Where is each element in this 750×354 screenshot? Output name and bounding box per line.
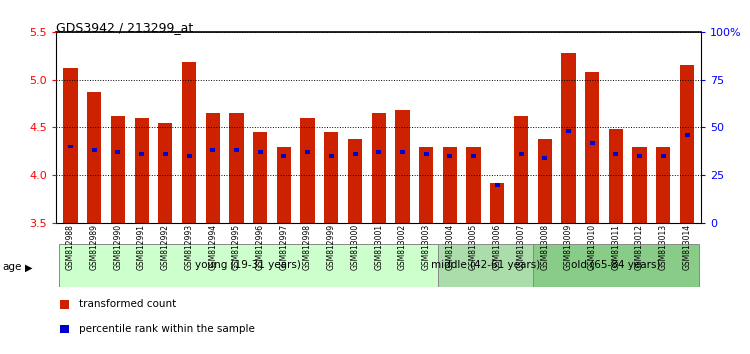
Bar (281, 154, 286, 158)
Text: GSM812995: GSM812995 (232, 224, 241, 270)
Text: GSM812999: GSM812999 (327, 224, 336, 270)
Bar (495, 183, 500, 187)
Bar (68, 145, 73, 148)
Bar (538, 139, 552, 223)
Bar (542, 156, 548, 160)
Bar (253, 132, 267, 223)
Text: GSM813012: GSM813012 (635, 224, 644, 270)
Text: GDS3942 / 213299_at: GDS3942 / 213299_at (56, 21, 194, 34)
Bar (187, 154, 191, 158)
Bar (590, 141, 595, 145)
Bar (134, 118, 148, 223)
Bar (116, 150, 121, 154)
Bar (58, 244, 438, 287)
Text: GSM812994: GSM812994 (209, 224, 218, 270)
Text: GSM812991: GSM812991 (137, 224, 146, 270)
Text: GSM813002: GSM813002 (398, 224, 407, 270)
Text: GSM813003: GSM813003 (422, 224, 430, 270)
Text: GSM813001: GSM813001 (374, 224, 383, 270)
Text: GSM813009: GSM813009 (564, 224, 573, 270)
Bar (182, 62, 196, 223)
Bar (63, 68, 77, 223)
Text: GSM812990: GSM812990 (113, 224, 122, 270)
Bar (158, 123, 172, 223)
Bar (614, 152, 618, 156)
Bar (301, 118, 315, 223)
Bar (656, 147, 670, 223)
Bar (514, 116, 528, 223)
Bar (230, 113, 244, 223)
Bar (376, 150, 381, 154)
Bar (163, 152, 168, 156)
Text: GSM812989: GSM812989 (90, 224, 99, 270)
Bar (466, 147, 481, 223)
Bar (438, 244, 533, 287)
Text: GSM813000: GSM813000 (350, 224, 359, 270)
Text: age: age (2, 262, 22, 272)
Bar (561, 53, 575, 223)
Bar (585, 72, 599, 223)
Bar (258, 150, 262, 154)
Bar (471, 154, 476, 158)
Text: GSM813008: GSM813008 (540, 224, 549, 270)
Bar (442, 147, 457, 223)
Text: GSM813006: GSM813006 (493, 224, 502, 270)
Bar (328, 154, 334, 158)
Text: GSM813005: GSM813005 (469, 224, 478, 270)
Text: young (19-31 years): young (19-31 years) (196, 261, 302, 270)
Text: old (65-84 years): old (65-84 years) (572, 261, 661, 270)
Text: GSM812988: GSM812988 (66, 224, 75, 270)
Bar (305, 150, 310, 154)
Text: GSM813014: GSM813014 (682, 224, 692, 270)
Bar (400, 150, 405, 154)
Bar (277, 147, 291, 223)
Bar (234, 148, 239, 152)
Bar (661, 154, 666, 158)
Bar (87, 92, 101, 223)
Bar (566, 129, 571, 133)
Bar (372, 113, 386, 223)
Bar (609, 129, 623, 223)
Bar (111, 116, 125, 223)
Text: GSM813010: GSM813010 (588, 224, 597, 270)
Text: GSM812992: GSM812992 (160, 224, 170, 270)
Bar (632, 147, 646, 223)
Bar (92, 148, 97, 152)
Text: middle (42-61 years): middle (42-61 years) (430, 261, 540, 270)
Bar (424, 152, 429, 156)
Bar (419, 147, 434, 223)
Text: transformed count: transformed count (79, 299, 176, 309)
Bar (395, 110, 410, 223)
Bar (206, 113, 220, 223)
Bar (680, 65, 694, 223)
Bar (533, 244, 699, 287)
Bar (685, 133, 689, 137)
Text: ▶: ▶ (25, 262, 32, 272)
Text: GSM813004: GSM813004 (446, 224, 454, 270)
Text: GSM812996: GSM812996 (256, 224, 265, 270)
Bar (352, 152, 358, 156)
Bar (348, 139, 362, 223)
Text: GSM812998: GSM812998 (303, 224, 312, 270)
Bar (324, 132, 338, 223)
Text: GSM813011: GSM813011 (611, 224, 620, 270)
Bar (140, 152, 144, 156)
Text: GSM813013: GSM813013 (658, 224, 668, 270)
Text: GSM812997: GSM812997 (280, 224, 289, 270)
Bar (637, 154, 642, 158)
Text: GSM813007: GSM813007 (517, 224, 526, 270)
Bar (448, 154, 452, 158)
Bar (210, 148, 215, 152)
Bar (490, 183, 505, 223)
Bar (518, 152, 524, 156)
Text: GSM812993: GSM812993 (184, 224, 194, 270)
Text: percentile rank within the sample: percentile rank within the sample (79, 324, 254, 334)
